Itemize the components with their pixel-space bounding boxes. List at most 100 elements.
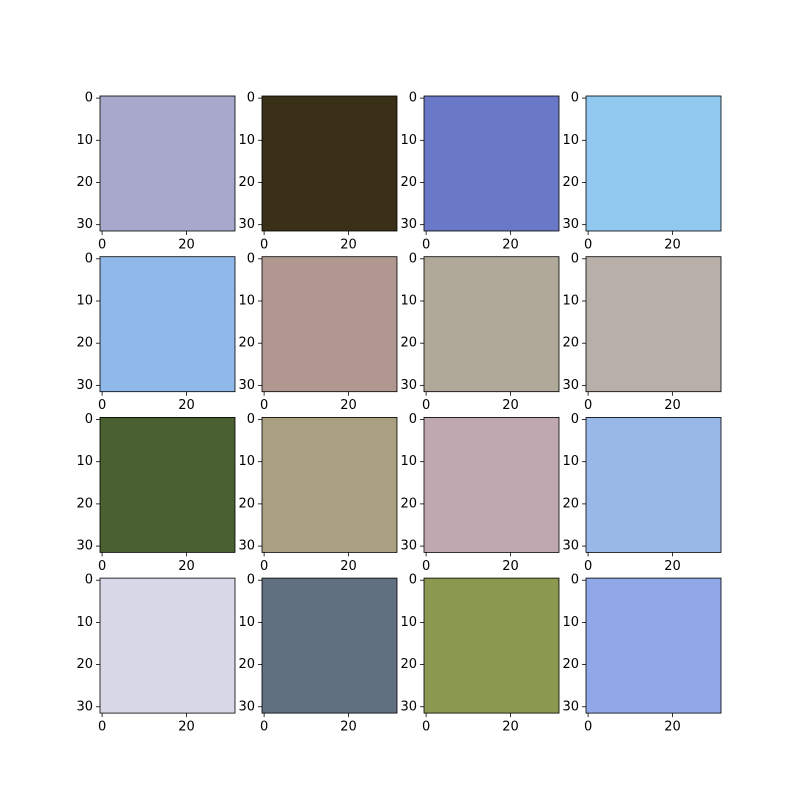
y-tick-label: 20 — [76, 496, 93, 511]
y-tick-label: 20 — [400, 175, 417, 190]
x-tick-label: 0 — [98, 238, 106, 253]
x-tick-label: 0 — [584, 398, 592, 413]
y-tick-label: 20 — [76, 336, 93, 351]
axes-frame — [261, 95, 398, 232]
x-tick-label: 0 — [98, 559, 106, 574]
y-tick-label: 0 — [409, 573, 417, 588]
y-tick-label: 20 — [238, 336, 255, 351]
y-tick-label: 0 — [85, 412, 93, 427]
y-tick-label: 30 — [400, 378, 417, 393]
y-tick-label: 30 — [238, 378, 255, 393]
axes-frame — [585, 95, 722, 232]
image — [262, 256, 397, 392]
y-tick-label: 30 — [238, 217, 255, 232]
x-tick-label: 0 — [260, 720, 268, 735]
x-tick-label: 0 — [422, 559, 430, 574]
axes-frame — [261, 416, 398, 553]
y-tick-label: 30 — [76, 217, 93, 232]
y-tick-label: 20 — [76, 175, 93, 190]
axes-frame — [585, 577, 722, 714]
image — [424, 96, 559, 231]
y-tick-label: 30 — [562, 539, 579, 554]
y-tick-label: 10 — [400, 615, 417, 630]
y-tick-label: 30 — [562, 217, 579, 232]
axes-frame — [261, 256, 398, 393]
y-tick-label: 30 — [76, 539, 93, 554]
y-tick-label: 30 — [238, 699, 255, 714]
x-tick-label: 0 — [260, 238, 268, 253]
image — [100, 578, 235, 714]
y-tick-label: 20 — [238, 175, 255, 190]
y-tick-label: 30 — [400, 539, 417, 554]
x-tick-label: 0 — [584, 559, 592, 574]
y-tick-label: 30 — [76, 378, 93, 393]
x-tick-label: 20 — [178, 238, 195, 253]
y-tick-label: 20 — [562, 496, 579, 511]
y-tick-label: 20 — [238, 657, 255, 672]
y-tick-label: 30 — [562, 378, 579, 393]
x-tick-label: 20 — [340, 398, 357, 413]
y-tick-label: 0 — [247, 251, 255, 266]
image — [586, 417, 721, 553]
x-tick-label: 20 — [178, 559, 195, 574]
y-tick-label: 10 — [76, 133, 93, 148]
x-tick-label: 20 — [664, 398, 681, 413]
y-tick-label: 10 — [400, 293, 417, 308]
y-tick-label: 0 — [571, 412, 579, 427]
y-tick-label: 0 — [247, 412, 255, 427]
axes-frame — [423, 256, 560, 393]
x-tick-label: 0 — [422, 398, 430, 413]
y-tick-label: 10 — [562, 133, 579, 148]
y-tick-label: 10 — [238, 615, 255, 630]
axes-frame — [423, 416, 560, 553]
x-tick-label: 20 — [340, 720, 357, 735]
y-tick-label: 0 — [85, 91, 93, 106]
axes-frame — [99, 95, 236, 232]
y-tick-label: 20 — [76, 657, 93, 672]
image — [100, 96, 235, 231]
y-tick-label: 0 — [409, 412, 417, 427]
image — [424, 417, 559, 553]
x-tick-label: 0 — [98, 398, 106, 413]
image — [586, 578, 721, 714]
y-tick-label: 20 — [562, 336, 579, 351]
image — [262, 417, 397, 553]
y-tick-label: 0 — [85, 251, 93, 266]
y-tick-label: 10 — [400, 454, 417, 469]
y-tick-label: 20 — [562, 657, 579, 672]
image — [100, 417, 235, 553]
image — [424, 256, 559, 392]
y-tick-label: 10 — [76, 454, 93, 469]
y-tick-label: 30 — [238, 539, 255, 554]
y-tick-label: 10 — [238, 133, 255, 148]
axes-frame — [585, 256, 722, 393]
axes-frame — [423, 577, 560, 714]
image — [262, 96, 397, 231]
x-tick-label: 0 — [422, 720, 430, 735]
y-tick-label: 30 — [76, 699, 93, 714]
x-tick-label: 20 — [178, 398, 195, 413]
y-tick-label: 0 — [571, 91, 579, 106]
y-tick-label: 10 — [238, 293, 255, 308]
y-tick-label: 20 — [400, 336, 417, 351]
y-tick-label: 0 — [409, 91, 417, 106]
axes-frame — [99, 577, 236, 714]
y-tick-label: 0 — [409, 251, 417, 266]
x-tick-label: 0 — [98, 720, 106, 735]
x-tick-label: 20 — [664, 720, 681, 735]
y-tick-label: 0 — [571, 251, 579, 266]
y-tick-label: 20 — [562, 175, 579, 190]
y-tick-label: 30 — [400, 217, 417, 232]
y-tick-label: 0 — [247, 573, 255, 588]
x-tick-label: 20 — [664, 238, 681, 253]
x-tick-label: 20 — [502, 720, 519, 735]
x-tick-label: 20 — [340, 238, 357, 253]
y-tick-label: 10 — [76, 293, 93, 308]
image — [100, 256, 235, 392]
x-tick-label: 0 — [584, 720, 592, 735]
x-tick-label: 20 — [178, 720, 195, 735]
y-tick-label: 20 — [400, 657, 417, 672]
x-tick-label: 20 — [340, 559, 357, 574]
y-tick-label: 30 — [562, 699, 579, 714]
